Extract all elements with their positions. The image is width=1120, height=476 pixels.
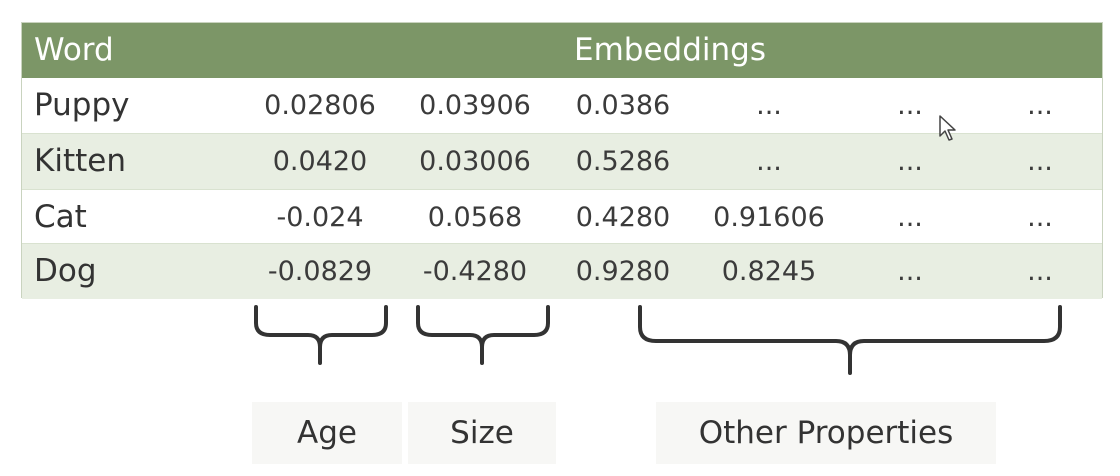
mouse-cursor-icon [939, 115, 956, 141]
value-cell: ... [756, 146, 782, 177]
value-cell: 0.9280 [575, 256, 671, 287]
table-row: Cat -0.024 0.0568 0.4280 0.91606 ... ... [22, 190, 1102, 245]
row-divider [22, 133, 1102, 134]
value-cell: 0.4280 [575, 202, 671, 233]
row-divider [22, 189, 1102, 190]
value-cell: ... [1027, 146, 1053, 177]
value-cell: ... [897, 90, 923, 121]
table-header: Word Embeddings [22, 23, 1102, 78]
row-word: Dog [34, 253, 97, 289]
value-cell: 0.5286 [575, 146, 671, 177]
value-cell: 0.91606 [713, 202, 825, 233]
value-cell: -0.0829 [267, 256, 373, 287]
value-cell: 0.02806 [264, 90, 376, 121]
row-divider [22, 243, 1102, 244]
value-cell: -0.024 [276, 202, 364, 233]
value-cell: 0.8245 [721, 256, 817, 287]
other-properties-label: Other Properties [656, 402, 996, 464]
value-cell: ... [1027, 256, 1053, 287]
table-row: Puppy 0.02806 0.03906 0.0386 ... ... ... [22, 78, 1102, 133]
value-cell: 0.03006 [419, 146, 531, 177]
table-row: Dog -0.0829 -0.4280 0.9280 0.8245 ... ..… [22, 244, 1102, 299]
row-word: Puppy [34, 87, 130, 123]
size-label: Size [408, 402, 556, 464]
embeddings-table: Word Embeddings Puppy 0.02806 0.03906 0.… [21, 22, 1103, 299]
value-cell: ... [897, 202, 923, 233]
value-cell: -0.4280 [422, 256, 528, 287]
value-cell: 0.0420 [272, 146, 368, 177]
header-word: Word [34, 32, 114, 68]
size-brace [416, 305, 550, 365]
value-cell: ... [1027, 90, 1053, 121]
row-word: Cat [34, 199, 87, 235]
other-properties-brace [638, 305, 1062, 375]
value-cell: ... [1027, 202, 1053, 233]
age-label: Age [252, 402, 402, 464]
table-row: Kitten 0.0420 0.03006 0.5286 ... ... ... [22, 134, 1102, 189]
value-cell: 0.03906 [419, 90, 531, 121]
value-cell: 0.0568 [427, 202, 523, 233]
value-cell: 0.0386 [575, 90, 671, 121]
row-word: Kitten [34, 143, 126, 179]
age-brace [254, 305, 388, 365]
value-cell: ... [897, 256, 923, 287]
value-cell: ... [756, 90, 782, 121]
value-cell: ... [897, 146, 923, 177]
header-embeddings: Embeddings [574, 32, 766, 68]
